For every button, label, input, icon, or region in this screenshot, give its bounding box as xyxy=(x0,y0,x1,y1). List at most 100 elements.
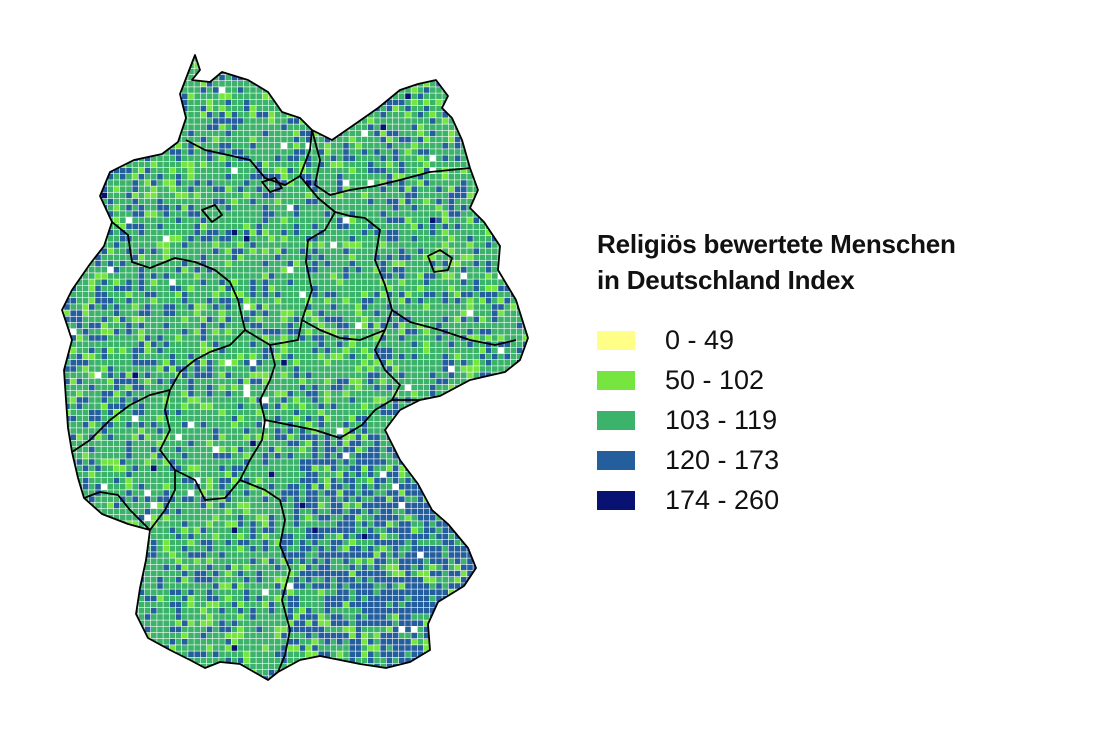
grid-cell xyxy=(361,440,368,447)
grid-cell xyxy=(157,360,163,366)
grid-cell xyxy=(448,415,455,422)
grid-cell xyxy=(523,192,528,199)
grid-cell xyxy=(293,403,300,409)
grid-cell xyxy=(454,285,461,292)
grid-cell xyxy=(454,273,461,279)
grid-cell xyxy=(467,360,473,366)
grid-cell xyxy=(523,434,528,440)
grid-cell xyxy=(219,397,225,403)
grid-cell xyxy=(293,55,300,56)
grid-cell xyxy=(120,87,126,93)
grid-cell xyxy=(200,93,207,99)
grid-cell xyxy=(417,130,424,137)
grid-cell xyxy=(299,322,306,329)
grid-cell xyxy=(523,223,528,230)
grid-cell xyxy=(361,180,368,186)
grid-cell xyxy=(82,316,89,323)
grid-cell xyxy=(337,304,343,310)
grid-cell xyxy=(225,372,231,378)
grid-cell xyxy=(318,267,324,273)
grid-cell xyxy=(70,254,76,261)
grid-cell xyxy=(120,291,126,298)
grid-cell xyxy=(386,55,393,56)
grid-cell xyxy=(417,428,424,434)
grid-cell xyxy=(138,341,145,347)
grid-cell xyxy=(95,304,101,310)
grid-cell xyxy=(62,62,64,68)
grid-cell xyxy=(82,391,89,397)
grid-cell xyxy=(151,440,157,447)
grid-cell xyxy=(299,291,306,298)
grid-cell xyxy=(82,68,89,75)
grid-cell xyxy=(368,304,374,310)
grid-cell xyxy=(454,316,461,323)
grid-cell xyxy=(262,310,269,316)
grid-cell xyxy=(386,291,393,298)
grid-cell xyxy=(510,74,517,81)
grid-cell xyxy=(324,167,331,174)
grid-cell xyxy=(498,384,504,391)
grid-cell xyxy=(64,384,70,391)
grid-cell xyxy=(169,409,176,416)
grid-cell xyxy=(157,118,163,124)
grid-cell xyxy=(262,273,269,279)
grid-cell xyxy=(151,422,157,428)
grid-cell xyxy=(374,143,380,149)
grid-cell xyxy=(200,118,207,124)
grid-cell xyxy=(361,99,368,106)
grid-cell xyxy=(169,273,176,279)
grid-cell xyxy=(436,285,442,292)
grid-cell xyxy=(386,124,393,130)
grid-cell xyxy=(510,273,517,279)
grid-cell xyxy=(64,341,70,347)
grid-cell xyxy=(510,93,517,99)
grid-cell xyxy=(324,360,331,366)
grid-cell xyxy=(361,118,368,124)
grid-cell xyxy=(312,260,318,267)
grid-cell xyxy=(70,217,76,223)
grid-cell xyxy=(219,149,225,155)
grid-cell xyxy=(200,248,207,254)
grid-cell xyxy=(275,93,281,99)
grid-cell xyxy=(89,428,95,434)
grid-cell xyxy=(299,174,306,180)
grid-cell xyxy=(461,55,467,56)
grid-cell xyxy=(330,360,337,366)
grid-cell xyxy=(467,192,473,199)
grid-cell xyxy=(467,112,473,118)
grid-cell xyxy=(355,124,362,130)
grid-cell xyxy=(436,415,442,422)
grid-cell xyxy=(330,248,337,254)
grid-cell xyxy=(70,415,76,422)
grid-cell xyxy=(144,310,151,316)
grid-cell xyxy=(95,440,101,447)
grid-cell xyxy=(380,124,386,130)
grid-cell xyxy=(138,217,145,223)
grid-cell xyxy=(442,112,448,118)
grid-cell xyxy=(256,223,262,230)
grid-cell xyxy=(144,298,151,304)
grid-cell xyxy=(510,55,517,56)
grid-cell xyxy=(219,248,225,254)
grid-cell xyxy=(306,440,312,447)
grid-cell xyxy=(306,378,312,385)
grid-cell xyxy=(107,298,114,304)
grid-cell xyxy=(76,428,83,434)
grid-cell xyxy=(200,167,207,174)
grid-cell xyxy=(473,409,479,416)
grid-cell xyxy=(64,174,70,180)
grid-cell xyxy=(144,304,151,310)
grid-cell xyxy=(479,409,486,416)
grid-cell xyxy=(256,93,262,99)
grid-cell xyxy=(423,353,430,360)
grid-cell xyxy=(423,291,430,298)
grid-cell xyxy=(324,93,331,99)
grid-cell xyxy=(107,273,114,279)
grid-cell xyxy=(163,136,169,143)
grid-cell xyxy=(182,347,188,354)
grid-cell xyxy=(461,428,467,434)
grid-cell xyxy=(120,81,126,87)
grid-cell xyxy=(293,273,300,279)
grid-cell xyxy=(169,391,176,397)
grid-cell xyxy=(237,347,244,354)
